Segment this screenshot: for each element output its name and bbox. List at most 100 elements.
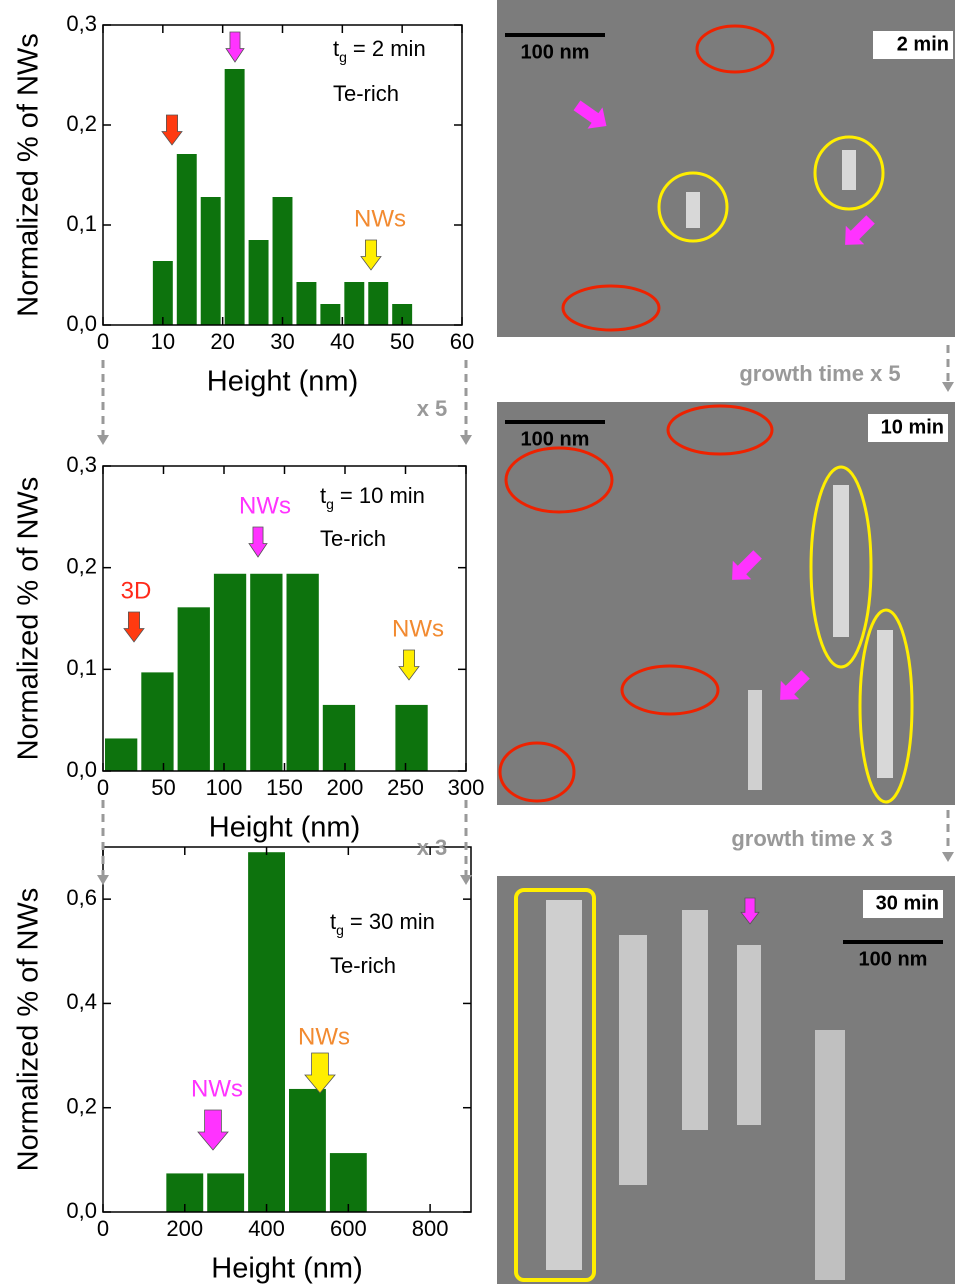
x-tick-label: 800 [412, 1216, 449, 1241]
y-tick-label: 0,1 [66, 211, 97, 236]
arrow [248, 526, 268, 558]
bar [177, 607, 210, 771]
time-symbol: t [330, 909, 336, 934]
time-label: tg = 30 min [330, 909, 435, 938]
bar [395, 704, 428, 771]
y-tick-label: 0,2 [66, 111, 97, 136]
y-axis-title: Normalized % of NWs [13, 477, 45, 761]
y-tick-label: 0,4 [66, 989, 97, 1014]
x-axis-title: Height (nm) [211, 1253, 363, 1284]
image-feature [748, 690, 762, 790]
bar [213, 573, 247, 771]
bar [224, 69, 245, 325]
bar [176, 154, 197, 325]
growth-note: growth time x 5 [739, 361, 900, 386]
bar [286, 573, 319, 771]
image-feature [686, 192, 700, 228]
image-feature [619, 935, 647, 1185]
bar [248, 240, 269, 325]
image-feature [877, 630, 893, 778]
bar [289, 1088, 326, 1212]
annotation: NWs [298, 1023, 350, 1050]
x-tick-label: 40 [330, 329, 354, 354]
pointer-arrow-shape [732, 550, 762, 580]
condition-label: Te-rich [333, 81, 399, 106]
time-value: = 30 min [350, 909, 435, 934]
pointer-arrow [732, 550, 762, 580]
x-tick-label: 30 [270, 329, 294, 354]
time-badge [873, 31, 953, 59]
x-tick-label: 100 [206, 775, 243, 800]
scale-bar-label: 100 nm [859, 948, 928, 970]
x-axis-title: Height (nm) [207, 366, 359, 398]
y-tick-label: 0,3 [66, 11, 97, 36]
image-feature [833, 485, 849, 637]
image-feature [514, 888, 596, 1282]
x-tick-label: 50 [390, 329, 414, 354]
image-feature [737, 945, 761, 1125]
scale-bar-label: 100 nm [521, 41, 590, 63]
time-subscript: g [336, 922, 344, 938]
time-badge [863, 890, 943, 918]
x-tick-label: 60 [450, 329, 474, 354]
image-feature [809, 465, 873, 669]
condition-label: Te-rich [320, 526, 386, 551]
arrow-head [97, 435, 109, 445]
pointer-arrow [573, 100, 607, 129]
bar [105, 738, 138, 771]
time-symbol: t [320, 483, 326, 508]
image-feature [842, 150, 856, 190]
bar [320, 304, 341, 325]
image-feature [666, 404, 774, 456]
arrow-head [942, 852, 954, 862]
annotation: NWs [354, 205, 406, 232]
arrow [225, 31, 245, 63]
bar [272, 197, 293, 325]
x-tick-label: 0 [97, 329, 109, 354]
pointer-arrow-shape [573, 100, 607, 129]
arrow-head [460, 875, 472, 885]
growth-note: growth time x 3 [731, 826, 892, 851]
x-tick-label: 200 [166, 1216, 203, 1241]
pointer-arrow-shape [780, 670, 810, 700]
x-tick-label: 20 [210, 329, 234, 354]
y-tick-label: 0,2 [66, 1094, 97, 1119]
time-subscript: g [339, 49, 347, 65]
image-time: 2 min [897, 33, 949, 55]
condition-label: Te-rich [330, 953, 396, 978]
y-tick-label: 0,1 [66, 655, 97, 680]
arrow-head [97, 875, 109, 885]
image-feature [498, 741, 576, 803]
image-time: 30 min [876, 892, 939, 914]
x-tick-label: 0 [97, 775, 109, 800]
image-feature [620, 664, 720, 716]
time-value: = 2 min [353, 36, 426, 61]
annotation: 3D [121, 577, 152, 604]
time-label: tg = 10 min [320, 483, 425, 512]
x-tick-label: 10 [151, 329, 175, 354]
y-tick-label: 0,0 [66, 1198, 97, 1223]
x-tick-label: 300 [448, 775, 485, 800]
pointer-arrow [780, 670, 810, 700]
annotation: NWs [239, 492, 291, 519]
image-time: 10 min [881, 416, 944, 438]
x-tick-label: 0 [97, 1216, 109, 1241]
bar [200, 197, 221, 325]
arrow [740, 897, 760, 925]
y-tick-label: 0,0 [66, 311, 97, 336]
x-tick-label: 150 [266, 775, 303, 800]
x-tick-label: 50 [151, 775, 175, 800]
arrow [197, 1109, 229, 1151]
x-tick-label: 250 [387, 775, 424, 800]
time-badge [868, 414, 948, 442]
factor-label: x 5 [417, 396, 448, 421]
arrow [304, 1052, 336, 1094]
arrow-head [460, 435, 472, 445]
image-feature [695, 24, 775, 74]
arrow [161, 114, 183, 146]
time-label: tg = 2 min [333, 36, 426, 65]
annotation: NWs [392, 615, 444, 642]
pointer-arrow [845, 215, 875, 245]
image-feature [858, 608, 914, 804]
